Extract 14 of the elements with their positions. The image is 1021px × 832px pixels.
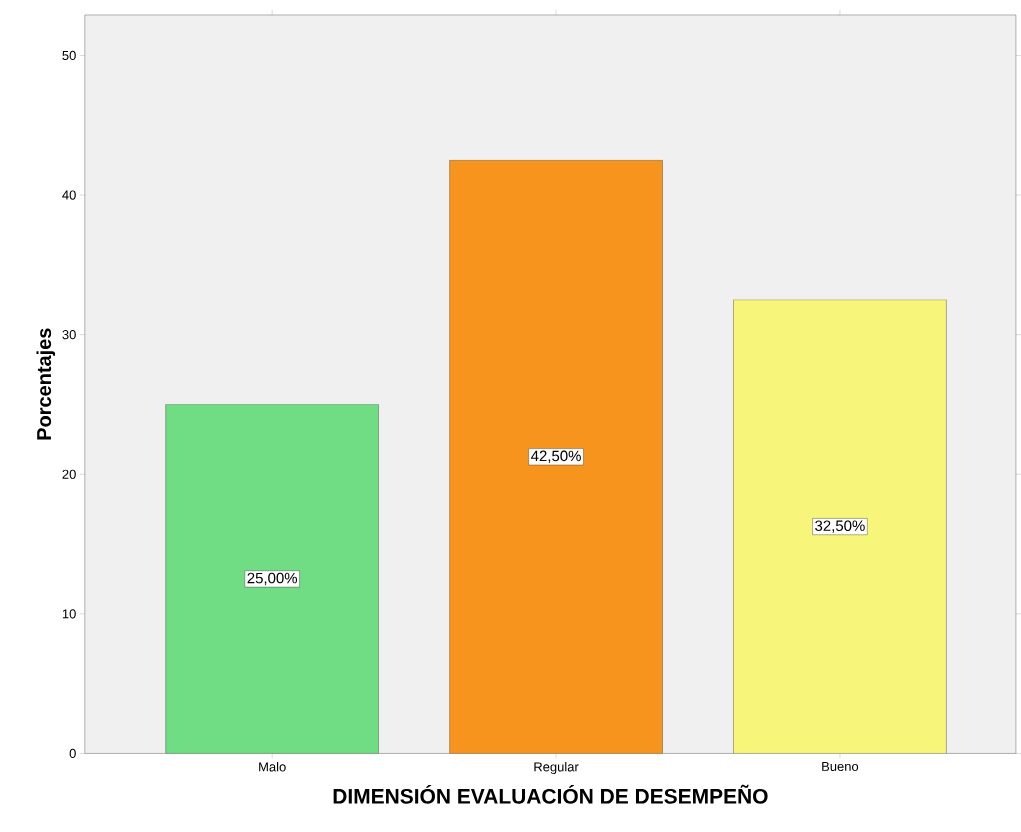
y-tick-label: 40 [62, 190, 76, 200]
x-tick-label: Regular [534, 761, 579, 774]
data-label: 32,50% [815, 520, 865, 533]
x-tick-label: Bueno [822, 761, 859, 771]
y-tick-label: 30 [62, 329, 76, 340]
y-tick-label: 10 [62, 609, 76, 619]
x-tick-label: Malo [259, 761, 286, 772]
x-axis-title: DIMENSIÓN EVALUACIÓN DE DESEMPEÑO [333, 784, 768, 804]
y-axis-title: Porcentajes [36, 328, 56, 440]
data-label: 42,50% [531, 450, 581, 463]
y-tick-label: 0 [69, 748, 76, 758]
y-tick-label: 20 [62, 469, 76, 479]
y-tick-label: 50 [62, 50, 76, 60]
data-label: 25,00% [247, 572, 298, 585]
